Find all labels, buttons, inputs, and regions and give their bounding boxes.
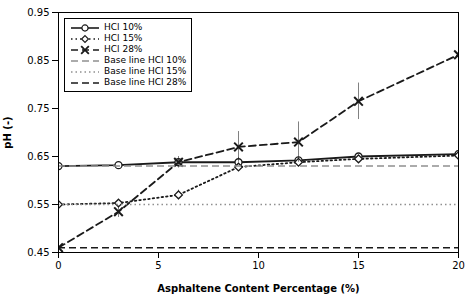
html-text:Base line HCl 15%: Base line HCl 15%: [104, 66, 187, 76]
html-text:Base line HCl 10%: Base line HCl 10%: [104, 55, 187, 65]
html-text:HCl 10%: HCl 10%: [104, 22, 143, 32]
svg-text:Asphaltene Content Percentage: Asphaltene Content Percentage (%): [157, 283, 359, 294]
html-text:HCl 15%: HCl 15%: [104, 33, 143, 43]
svg-text:0: 0: [55, 260, 61, 271]
svg-text:0.55: 0.55: [27, 199, 49, 210]
svg-text:20: 20: [452, 260, 465, 271]
svg-text:0.85: 0.85: [27, 55, 49, 66]
html-text:Base line HCl 28%: Base line HCl 28%: [104, 77, 187, 87]
svg-text:0.95: 0.95: [27, 7, 49, 18]
svg-text:10: 10: [252, 260, 265, 271]
html-text:HCl 28%: HCl 28%: [104, 44, 143, 54]
svg-text:5: 5: [155, 260, 161, 271]
svg-text:15: 15: [352, 260, 365, 271]
svg-text:0.75: 0.75: [27, 103, 49, 114]
svg-text:0.45: 0.45: [27, 247, 49, 258]
svg-text:0.65: 0.65: [27, 151, 49, 162]
svg-text:pH (-): pH (-): [2, 116, 13, 148]
